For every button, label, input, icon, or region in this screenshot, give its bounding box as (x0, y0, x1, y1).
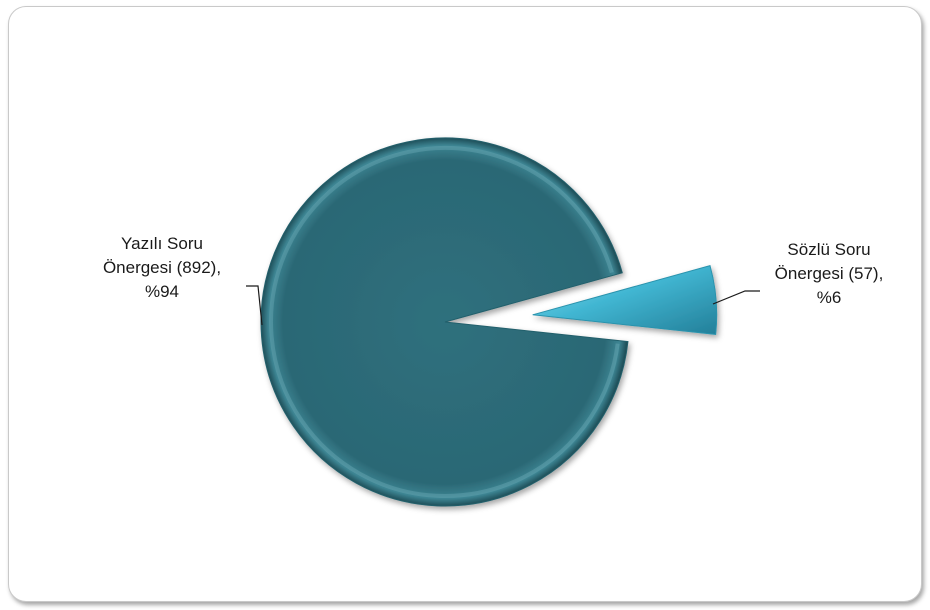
slice-label-line: Yazılı Soru (121, 234, 203, 253)
slice-label: Sözlü Soru Önergesi (57), %6 (775, 240, 884, 307)
pie-slices (260, 137, 718, 507)
slice-label-line: Önergesi (57), (775, 264, 884, 283)
slice-label-line: Önergesi (892), (103, 258, 221, 277)
leader-lines (246, 285, 760, 326)
pie-slice-bevel (269, 146, 620, 498)
slice-label-line: %6 (817, 288, 842, 307)
pie-slice-sozlu (532, 265, 718, 335)
slice-label: Yazılı Soru Önergesi (892), %94 (103, 234, 221, 301)
pie-slice-yazili (260, 137, 629, 507)
slice-label-line: Sözlü Soru (787, 240, 870, 259)
leader-line (246, 285, 263, 326)
slice-labels: Yazılı Soru Önergesi (892), %94 Sözlü Soru Ö… (103, 234, 883, 307)
leader-line (712, 290, 760, 305)
slice-label-line: %94 (145, 282, 179, 301)
